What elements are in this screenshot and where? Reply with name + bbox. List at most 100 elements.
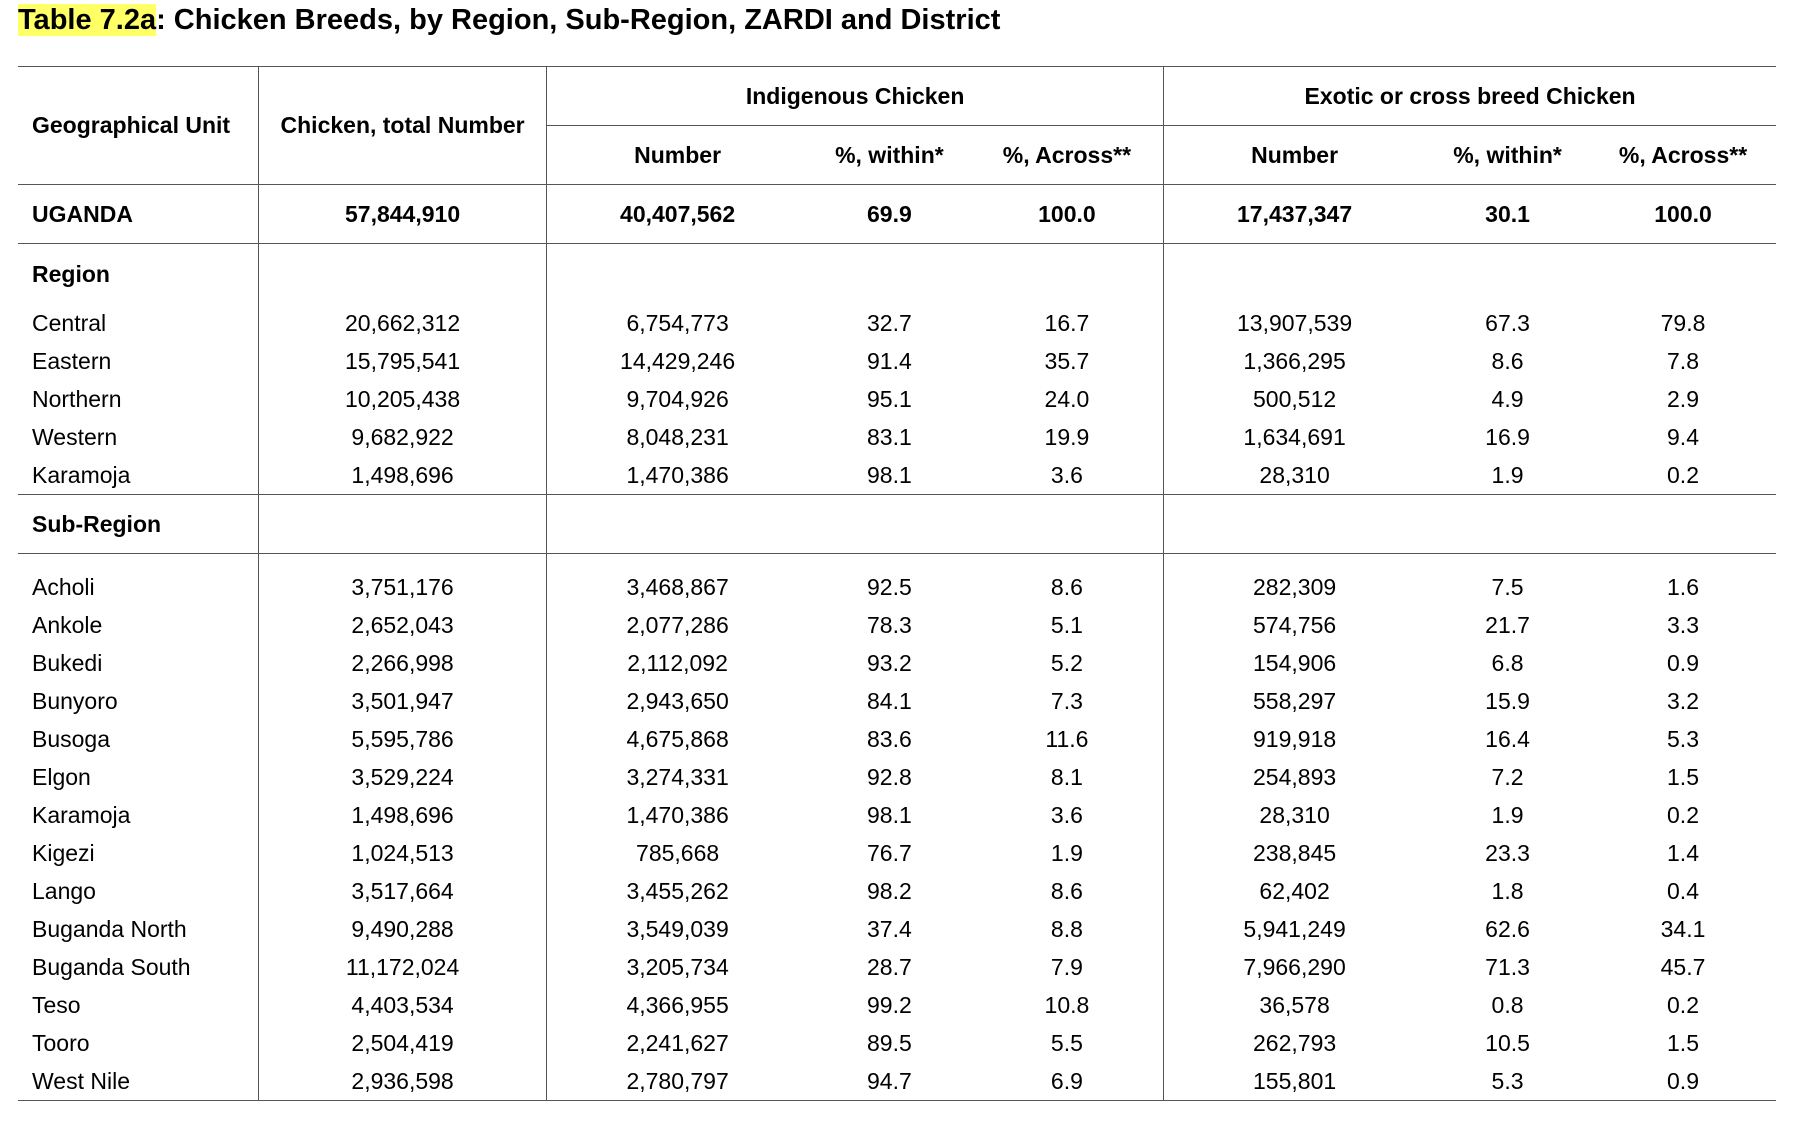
table-cell: 1,498,696 bbox=[258, 456, 548, 495]
table-number-highlight: Table 7.2a bbox=[18, 4, 157, 36]
table-cell: 100.0 bbox=[970, 184, 1165, 244]
table-cell: 3.3 bbox=[1667, 611, 1699, 638]
table-cell: 3,501,947 bbox=[258, 682, 548, 720]
uganda-total-row: UGANDA 57,844,910 40,407,562 69.9 100.0 … bbox=[18, 184, 1776, 244]
table-cell: 1.8 bbox=[1491, 877, 1524, 904]
table-cell bbox=[258, 553, 548, 568]
table-cell: 1.9 bbox=[970, 834, 1165, 872]
table-cell: 3,468,867 bbox=[626, 573, 729, 600]
table-cell bbox=[546, 553, 1165, 568]
table-cell: 8.6 bbox=[970, 872, 1165, 910]
table-cell: 1.5 bbox=[1667, 1029, 1699, 1056]
table-row: Teso 4,403,534 4,366,955 99.2 10.8 36,578 0.8 0… bbox=[18, 986, 1776, 1024]
row-label: Western bbox=[18, 418, 259, 456]
table-cell: 1,498,696 bbox=[258, 796, 548, 834]
table-row: Karamoja 1,498,696 1,470,386 98.1 3.6 28,310 1… bbox=[18, 456, 1776, 495]
table-row: Bukedi 2,266,998 2,112,092 93.2 5.2 154,906 6.… bbox=[18, 644, 1776, 682]
col-header-indigenous-number: Number bbox=[546, 125, 809, 185]
table-cell: 92.5 bbox=[867, 573, 912, 600]
table-cell: 3,517,664 bbox=[258, 872, 548, 910]
table-cell: 3,529,224 bbox=[258, 758, 548, 796]
table-cell: 6,754,773 bbox=[626, 309, 729, 336]
table-cell: 35.7 bbox=[970, 342, 1165, 380]
table-cell bbox=[258, 494, 548, 554]
table-cell: 84.1 bbox=[867, 687, 912, 714]
table-cell: 254,893 bbox=[1253, 763, 1337, 790]
row-label: Bunyoro bbox=[18, 682, 259, 720]
table-cell: 98.2 bbox=[867, 877, 912, 904]
table-cell: 3,751,176 bbox=[258, 568, 548, 606]
table-cell: 2,241,627 bbox=[626, 1029, 729, 1056]
table-row: Lango 3,517,664 3,455,262 98.2 8.6 62,402 1.8 0… bbox=[18, 872, 1776, 910]
table-cell: 79.8 bbox=[1660, 309, 1706, 336]
group-header-indigenous: Indigenous Chicken bbox=[546, 66, 1165, 126]
table-cell: 5,941,249 bbox=[1243, 915, 1346, 942]
table-row: Ankole 2,652,043 2,077,286 78.3 5.1 574,756 21… bbox=[18, 606, 1776, 644]
row-label: Northern bbox=[18, 380, 259, 418]
table-cell: 10.8 bbox=[970, 986, 1165, 1024]
table-cell: 0.2 bbox=[1667, 801, 1699, 828]
col-header-indigenous-within: %, within* bbox=[808, 125, 971, 185]
table-row: Central 20,662,312 6,754,773 32.7 16.7 13,907… bbox=[18, 304, 1776, 342]
table-cell: 16.7 bbox=[970, 304, 1165, 342]
table-cell: 2,652,043 bbox=[258, 606, 548, 644]
table-cell: 154,906 bbox=[1253, 649, 1337, 676]
table-cell: 17,437,347 bbox=[1163, 184, 1426, 244]
table-cell: UGANDA bbox=[18, 184, 259, 244]
table-cell: 7.9 bbox=[970, 948, 1165, 986]
row-label: Teso bbox=[18, 986, 259, 1024]
row-label: Ankole bbox=[18, 606, 259, 644]
table-cell bbox=[18, 553, 259, 568]
table-cell: 6.8 bbox=[1491, 649, 1524, 676]
table-cell: 76.7 bbox=[867, 839, 912, 866]
row-label: West Nile bbox=[18, 1062, 259, 1101]
table-body: UGANDA 57,844,910 40,407,562 69.9 100.0 … bbox=[18, 184, 1776, 1101]
row-label: Kigezi bbox=[18, 834, 259, 872]
table-cell: 15.9 bbox=[1485, 687, 1530, 714]
header-row-2: Number %, within* %, Across** Number %, … bbox=[18, 125, 1776, 185]
table-row: Bunyoro 3,501,947 2,943,650 84.1 7.3 558,297 1… bbox=[18, 682, 1776, 720]
table-cell: 3.6 bbox=[970, 456, 1165, 495]
table-cell: 40,407,562 bbox=[546, 184, 809, 244]
table-cell: 9,490,288 bbox=[258, 910, 548, 948]
table-cell: 4.9 bbox=[1491, 385, 1524, 412]
table-cell: 5.5 bbox=[970, 1024, 1165, 1062]
table-cell: 282,309 bbox=[1253, 573, 1337, 600]
table-row: Tooro 2,504,419 2,241,627 89.5 5.5 262,793 10.… bbox=[18, 1024, 1776, 1062]
table-cell: 5.1 bbox=[970, 606, 1165, 644]
table-cell: 4,403,534 bbox=[258, 986, 548, 1024]
table-row: Buganda South 11,172,024 3,205,734 28.7 7.9 7… bbox=[18, 948, 1776, 986]
table-cell: 45.7 bbox=[1660, 953, 1706, 980]
table-row: Acholi 3,751,176 3,468,867 92.5 8.6 282,309 7.… bbox=[18, 568, 1776, 606]
table-row: West Nile 2,936,598 2,780,797 94.7 6.9 155,80… bbox=[18, 1062, 1776, 1101]
table-cell: 0.9 bbox=[1590, 1062, 1776, 1101]
table-cell: 0.8 bbox=[1491, 991, 1524, 1018]
table-row: Karamoja 1,498,696 1,470,386 98.1 3.6 28,310 1… bbox=[18, 796, 1776, 834]
table-cell bbox=[1164, 244, 1776, 305]
table-row: Northern 10,205,438 9,704,926 95.1 24.0 500,5… bbox=[18, 380, 1776, 418]
table-cell: 7.2 bbox=[1491, 763, 1524, 790]
table-cell: 262,793 bbox=[1253, 1029, 1337, 1056]
table-cell: 11.6 bbox=[970, 720, 1165, 758]
section-header-subregion: Sub-Region bbox=[18, 494, 1776, 554]
table-cell: 14,429,246 bbox=[620, 347, 736, 374]
table-cell: 71.3 bbox=[1485, 953, 1530, 980]
table-cell: 3,274,331 bbox=[626, 763, 729, 790]
table-cell: 1,366,295 bbox=[1243, 347, 1346, 374]
table-cell bbox=[546, 494, 1165, 554]
table-cell: 28,310 bbox=[1259, 801, 1330, 828]
col-header-geo: Geographical Unit bbox=[18, 66, 259, 185]
table-cell: 7.3 bbox=[970, 682, 1165, 720]
col-header-exotic-across: %, Across** bbox=[1590, 125, 1776, 185]
row-label: Bukedi bbox=[18, 644, 259, 682]
table-cell: 10.5 bbox=[1485, 1029, 1530, 1056]
row-label: Central bbox=[18, 304, 259, 342]
col-header-exotic-within: %, within* bbox=[1425, 125, 1591, 185]
table-cell: 93.2 bbox=[867, 649, 912, 676]
group-header-exotic: Exotic or cross breed Chicken bbox=[1163, 66, 1776, 126]
table-cell: 6.9 bbox=[970, 1062, 1165, 1101]
table-cell: 0.4 bbox=[1667, 877, 1699, 904]
row-label: Tooro bbox=[18, 1024, 259, 1062]
table-cell: 7,966,290 bbox=[1243, 953, 1346, 980]
table-cell: 8.8 bbox=[970, 910, 1165, 948]
